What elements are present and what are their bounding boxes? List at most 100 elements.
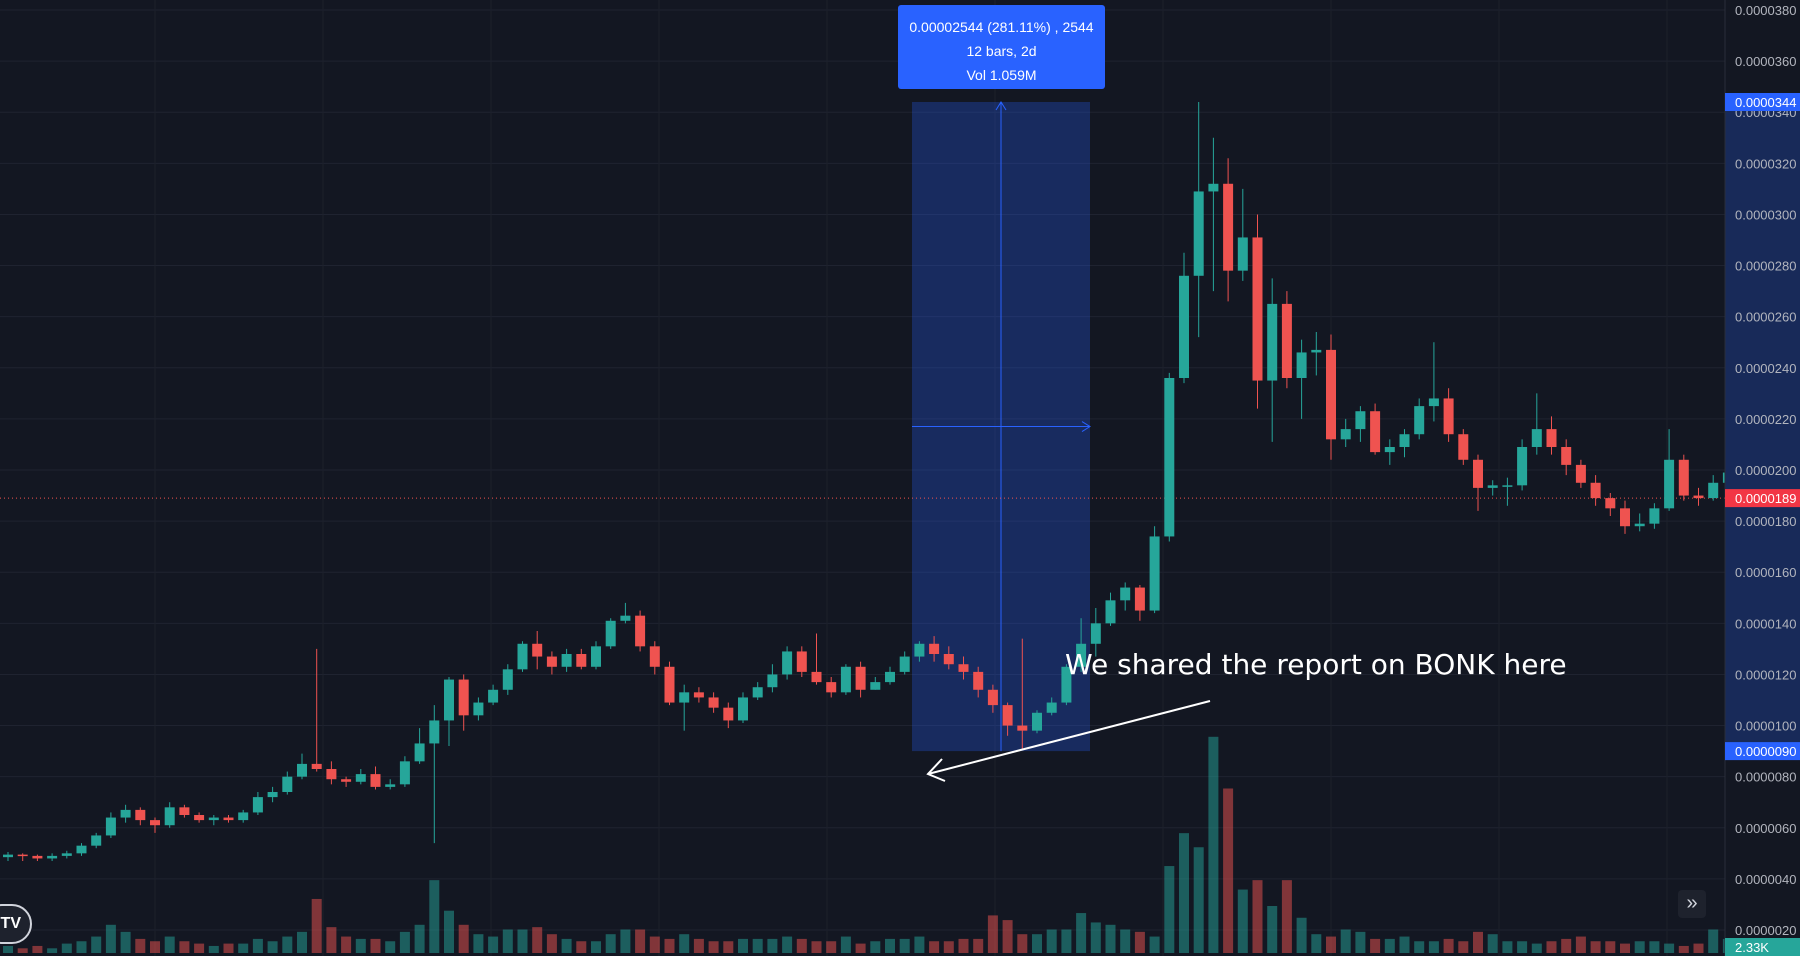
candle-body <box>1531 429 1542 447</box>
volume-bar <box>1208 736 1219 953</box>
candle-body <box>1090 623 1101 644</box>
price-tick-label: 0.0000060 <box>1735 821 1796 836</box>
candle-body <box>546 656 557 667</box>
volume-bar <box>1693 943 1704 953</box>
price-tick-label: 0.0000260 <box>1735 310 1796 325</box>
volume-bar <box>899 938 910 953</box>
candle-body <box>458 679 469 716</box>
volume-bar <box>1634 941 1645 953</box>
volume-bars <box>3 736 1800 953</box>
measure-change-text: 0.00002544 (281.11%) , 2544 <box>909 19 1094 35</box>
candle-body <box>1017 725 1028 731</box>
candle-body <box>252 797 263 813</box>
candle-body <box>1046 702 1057 713</box>
candle-body <box>1267 303 1278 381</box>
candle-body <box>1443 398 1454 435</box>
annotation-arrow-line <box>927 700 1211 775</box>
volume-bar <box>1223 788 1234 953</box>
candle-body <box>1281 303 1292 378</box>
volume-bar <box>150 941 160 953</box>
volume-bar <box>488 936 499 953</box>
volume-bar <box>811 941 822 953</box>
candle-body <box>1590 482 1601 499</box>
volume-bar <box>870 941 881 953</box>
volume-bar <box>958 938 969 953</box>
volume-bar <box>282 936 293 953</box>
candle-body <box>1473 459 1483 488</box>
candle-body <box>943 654 954 665</box>
price-tick-label: 0.0000160 <box>1735 565 1796 580</box>
volume-badge-label: 2.33K <box>1735 940 1769 955</box>
candle-body <box>767 674 778 688</box>
candle-body <box>267 792 278 798</box>
volume-bar <box>1664 943 1675 953</box>
candle-body <box>1458 434 1469 460</box>
volume-bar <box>1355 931 1366 953</box>
candle-body <box>1296 352 1307 378</box>
candle-body <box>1164 378 1175 537</box>
volume-bar <box>1620 943 1630 953</box>
candle-body <box>311 763 322 769</box>
volume-bar <box>1061 929 1072 953</box>
volume-bar <box>473 934 484 953</box>
volume-bar <box>3 945 13 953</box>
volume-bar <box>252 938 263 953</box>
candle-body <box>811 671 822 683</box>
candle-body <box>649 646 660 667</box>
candle-body <box>1340 429 1351 440</box>
price-tick-label: 0.0000100 <box>1735 719 1796 734</box>
candle-body <box>1032 712 1042 731</box>
annotation-text: We shared the report on BONK here <box>1065 648 1567 681</box>
candle-body <box>1678 459 1689 496</box>
candle-body <box>1384 447 1395 453</box>
candle-body <box>164 807 175 826</box>
candle-body <box>370 774 381 787</box>
volume-bar <box>1546 941 1557 953</box>
candle-body <box>738 697 748 721</box>
candle-body <box>238 812 249 821</box>
volume-bar <box>1590 941 1601 953</box>
scroll-to-realtime-button[interactable]: » <box>1678 890 1706 918</box>
candle-body <box>1134 587 1145 611</box>
price-axis[interactable] <box>1725 0 1800 956</box>
candle-body <box>1708 482 1719 499</box>
volume-bar <box>267 941 278 953</box>
candle-body <box>840 666 851 693</box>
price-badge-label: 0.0000090 <box>1735 744 1796 759</box>
volume-bar <box>1340 929 1351 953</box>
volume-bar <box>1002 920 1013 953</box>
volume-bar <box>1090 922 1101 953</box>
price-tick-label: 0.0000040 <box>1735 872 1796 887</box>
price-tick-label: 0.0000240 <box>1735 361 1796 376</box>
volume-bar <box>120 931 131 953</box>
candle-body <box>1076 643 1087 667</box>
candle-body <box>355 774 366 782</box>
volume-bar <box>738 938 748 953</box>
volume-bar <box>605 934 616 953</box>
volume-bar <box>1678 945 1689 953</box>
candle-body <box>76 845 87 854</box>
candle-body <box>958 664 969 672</box>
volume-bar <box>1502 941 1513 953</box>
volume-bar <box>414 924 425 953</box>
volume-bar <box>1487 934 1498 953</box>
tradingview-logo-icon[interactable]: TV <box>0 904 32 944</box>
volume-bar <box>1296 917 1307 953</box>
price-tick-label: 0.0000080 <box>1735 770 1796 785</box>
measure-right-arrowhead <box>1081 421 1091 432</box>
volume-bar <box>1046 929 1057 953</box>
volume-bar <box>1370 938 1381 953</box>
candle-body <box>679 692 690 703</box>
price-tick-label: 0.0000300 <box>1735 207 1796 222</box>
price-tick-label: 0.0000320 <box>1735 156 1796 171</box>
price-tick-label: 0.0000120 <box>1735 667 1796 682</box>
candle-body <box>1252 237 1263 381</box>
candle-body <box>473 702 484 716</box>
candle-body <box>752 687 763 698</box>
volume-bar <box>723 941 734 953</box>
candle-body <box>796 651 807 672</box>
volume-bar <box>840 936 851 953</box>
volume-bar <box>1311 934 1322 953</box>
